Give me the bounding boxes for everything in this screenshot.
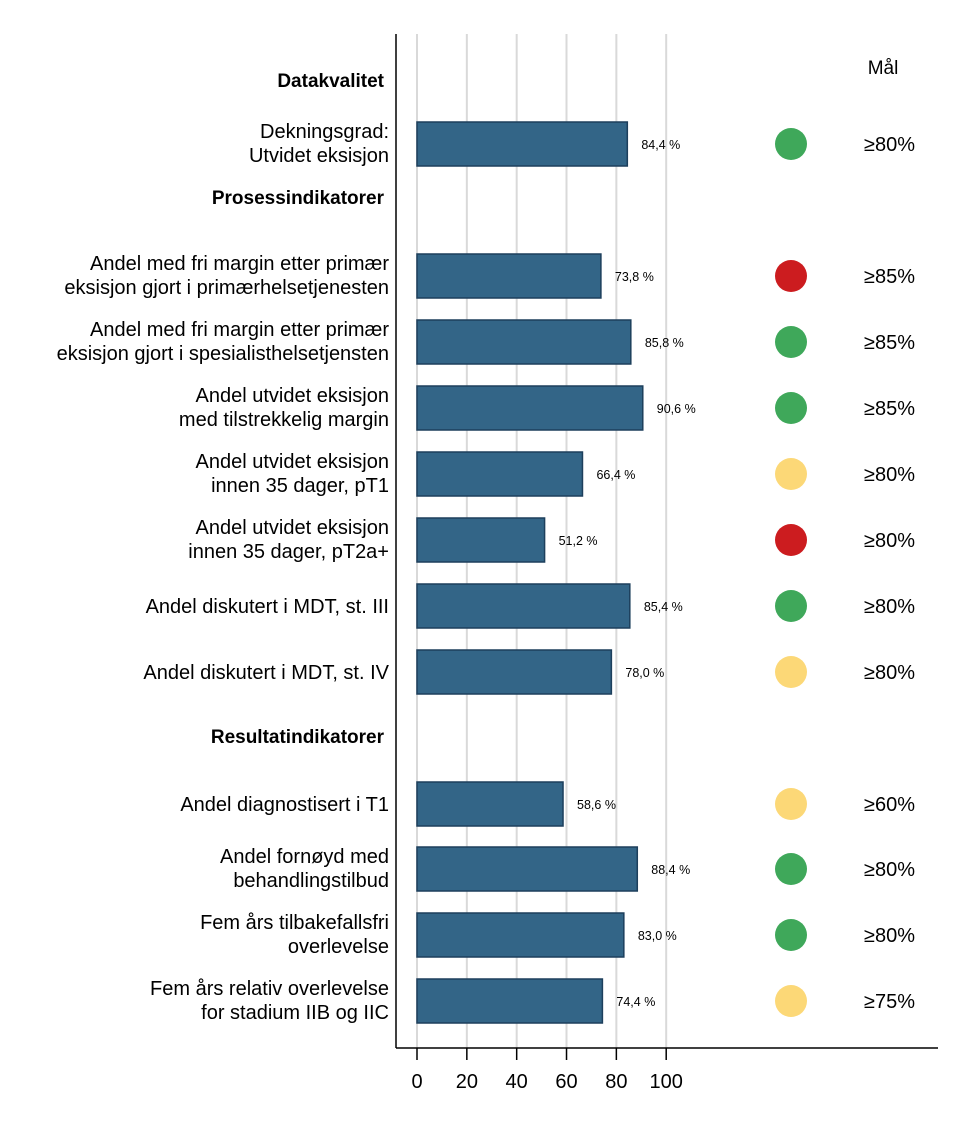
- category-label: Andel fornøyd med: [220, 846, 389, 868]
- value-label: 58,6 %: [577, 798, 616, 812]
- status-green-icon: [775, 392, 807, 424]
- category-label: Andel utvidet eksisjon: [196, 517, 389, 539]
- category-label: behandlingstilbud: [233, 870, 389, 892]
- category-label: Andel diagnostisert i T1: [180, 794, 389, 816]
- value-label: 88,4 %: [651, 863, 690, 877]
- category-label: Andel utvidet eksisjon: [196, 451, 389, 473]
- section-title: Resultatindikatorer: [211, 727, 385, 748]
- goal-label: ≥85%: [864, 398, 915, 420]
- status-indicators: ≥80% ≥85% ≥85% ≥85% ≥80% ≥80% ≥80% ≥80% ≥60% ≥80%…: [775, 128, 915, 1017]
- x-tick-label: 60: [555, 1071, 577, 1093]
- category-label: Dekningsgrad:: [260, 121, 389, 143]
- status-green-icon: [775, 326, 807, 358]
- bar: [416, 517, 546, 563]
- bar: [416, 253, 602, 299]
- category-label: Andel med fri margin etter primær: [90, 319, 389, 341]
- goal-label: ≥80%: [864, 925, 915, 947]
- bar: [416, 649, 613, 695]
- status-yellow-icon: [775, 788, 807, 820]
- bar: [416, 912, 625, 958]
- x-tick-label: 40: [506, 1071, 528, 1093]
- value-label: 51,2 %: [559, 534, 598, 548]
- goal-label: ≥80%: [864, 596, 915, 618]
- status-green-icon: [775, 128, 807, 160]
- axes: 0 20 40 60 80 100: [395, 34, 938, 1093]
- category-label: eksisjon gjort i spesialisthelsetjensten: [57, 343, 389, 365]
- value-label: 85,4 %: [644, 600, 683, 614]
- section-title: Prosessindikatorer: [212, 188, 385, 209]
- bar: [416, 319, 632, 365]
- status-yellow-icon: [775, 458, 807, 490]
- status-red-icon: [775, 260, 807, 292]
- bars: 84,4 % 73,8 % 85,8 % 90,6 % 66,4 % 51,2 % 85,4…: [416, 121, 696, 1024]
- goal-header: Mål: [868, 58, 899, 79]
- x-tick-label: 100: [650, 1071, 683, 1093]
- status-green-icon: [775, 590, 807, 622]
- goal-label: ≥80%: [864, 859, 915, 881]
- category-label: Andel diskutert i MDT, st. III: [146, 596, 389, 618]
- bar: [416, 385, 644, 431]
- status-green-icon: [775, 919, 807, 951]
- x-tick-label: 20: [456, 1071, 478, 1093]
- bar: [416, 978, 604, 1024]
- category-label: Fem års tilbakefallsfri: [200, 912, 389, 934]
- category-label: Utvidet eksisjon: [249, 145, 389, 167]
- status-green-icon: [775, 853, 807, 885]
- status-yellow-icon: [775, 985, 807, 1017]
- bar: [416, 583, 631, 629]
- value-label: 74,4 %: [616, 995, 655, 1009]
- section-title: Datakvalitet: [277, 71, 384, 92]
- bar: [416, 846, 639, 892]
- status-yellow-icon: [775, 656, 807, 688]
- category-label: Andel diskutert i MDT, st. IV: [143, 662, 389, 684]
- category-label: Andel utvidet eksisjon: [196, 385, 389, 407]
- value-label: 66,4 %: [596, 468, 635, 482]
- category-label: overlevelse: [288, 936, 389, 958]
- value-label: 73,8 %: [615, 270, 654, 284]
- category-label: for stadium IIB og IIC: [201, 1002, 389, 1024]
- category-label: innen 35 dager, pT2a+: [188, 541, 389, 563]
- category-label: Andel med fri margin etter primær: [90, 253, 389, 275]
- goal-label: ≥85%: [864, 332, 915, 354]
- status-red-icon: [775, 524, 807, 556]
- category-label: innen 35 dager, pT1: [211, 475, 389, 497]
- bar: [416, 781, 564, 827]
- value-label: 78,0 %: [625, 666, 664, 680]
- goal-label: ≥80%: [864, 530, 915, 552]
- goal-label: ≥80%: [864, 464, 915, 486]
- goal-label: ≥75%: [864, 991, 915, 1013]
- bar: [416, 121, 629, 167]
- x-tick-label: 80: [605, 1071, 627, 1093]
- category-label: Fem års relativ overlevelse: [150, 978, 389, 1000]
- goal-label: ≥80%: [864, 662, 915, 684]
- goal-label: ≥85%: [864, 266, 915, 288]
- category-label: eksisjon gjort i primærhelsetjenesten: [64, 277, 389, 299]
- value-label: 83,0 %: [638, 929, 677, 943]
- value-label: 90,6 %: [657, 402, 696, 416]
- category-label: med tilstrekkelig margin: [179, 409, 389, 431]
- x-tick-label: 0: [411, 1071, 422, 1093]
- value-label: 85,8 %: [645, 336, 684, 350]
- goal-label: ≥80%: [864, 134, 915, 156]
- category-labels: Datakvalitet Dekningsgrad:Utvidet eksisjo…: [57, 71, 390, 1024]
- value-label: 84,4 %: [641, 138, 680, 152]
- goal-label: ≥60%: [864, 794, 915, 816]
- bar: [416, 451, 584, 497]
